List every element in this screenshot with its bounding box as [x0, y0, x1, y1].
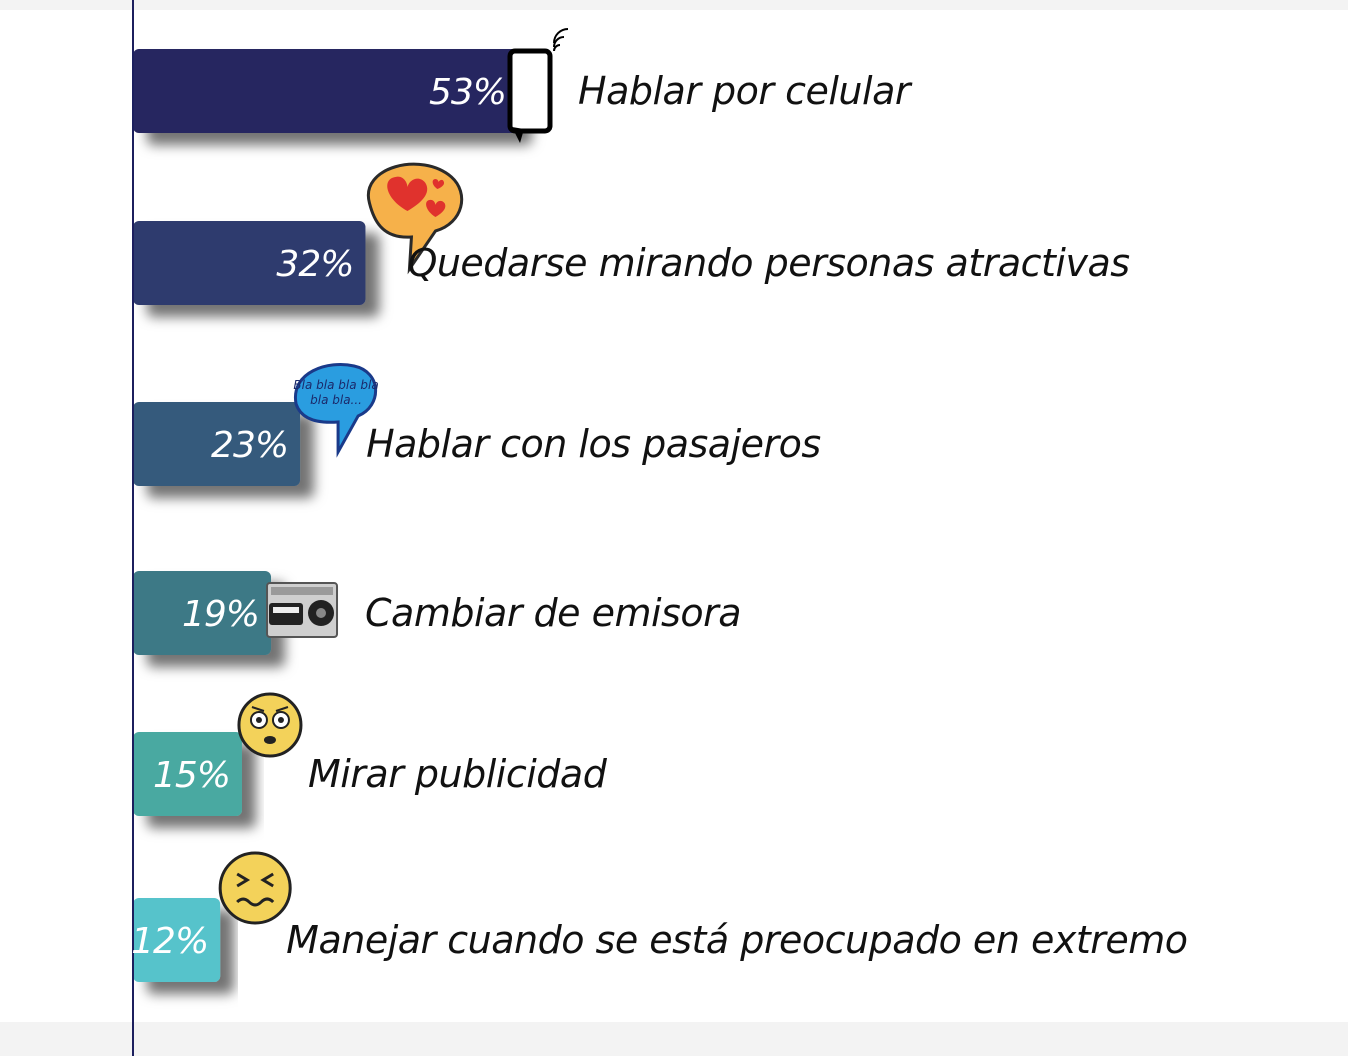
- heart-speech-bubble-icon: [366, 162, 464, 275]
- bar: [133, 402, 301, 486]
- category-label: Quedarse mirando personas atractivas: [407, 241, 1129, 285]
- bar-value-label: 19%: [182, 594, 259, 635]
- bar: [133, 571, 272, 655]
- bar-value-label: 12%: [131, 921, 208, 962]
- anxious-face-icon: [218, 851, 292, 925]
- labels-layer: 53% Hablar por celular 32% Quedarse mirando…: [131, 69, 1188, 962]
- cell-phone-icon: [507, 28, 569, 143]
- bar: [133, 732, 242, 816]
- top-band: [0, 0, 1348, 10]
- bla-bubble-line1: Bla bla bla bla: [293, 378, 378, 392]
- bar-value-label: 32%: [276, 244, 353, 285]
- worried-face-icon: [237, 692, 303, 758]
- bar-value-label: 15%: [153, 755, 230, 796]
- category-label: Manejar cuando se está preocupado en ext…: [286, 918, 1187, 962]
- bar-value-label: 23%: [211, 425, 288, 466]
- bar: [133, 221, 366, 305]
- bottom-band: [0, 1022, 1348, 1056]
- bar: [133, 49, 518, 133]
- bars-layer: [133, 49, 518, 982]
- category-label: Hablar por celular: [578, 69, 913, 113]
- bar: [133, 898, 221, 982]
- bar-value-label: 53%: [429, 72, 506, 113]
- category-label: Cambiar de emisora: [365, 591, 741, 635]
- radio-icon: [266, 582, 339, 638]
- bla-bubble-line2: bla bla...: [310, 393, 362, 407]
- category-label: Mirar publicidad: [308, 752, 608, 796]
- category-label: Hablar con los pasajeros: [366, 422, 821, 466]
